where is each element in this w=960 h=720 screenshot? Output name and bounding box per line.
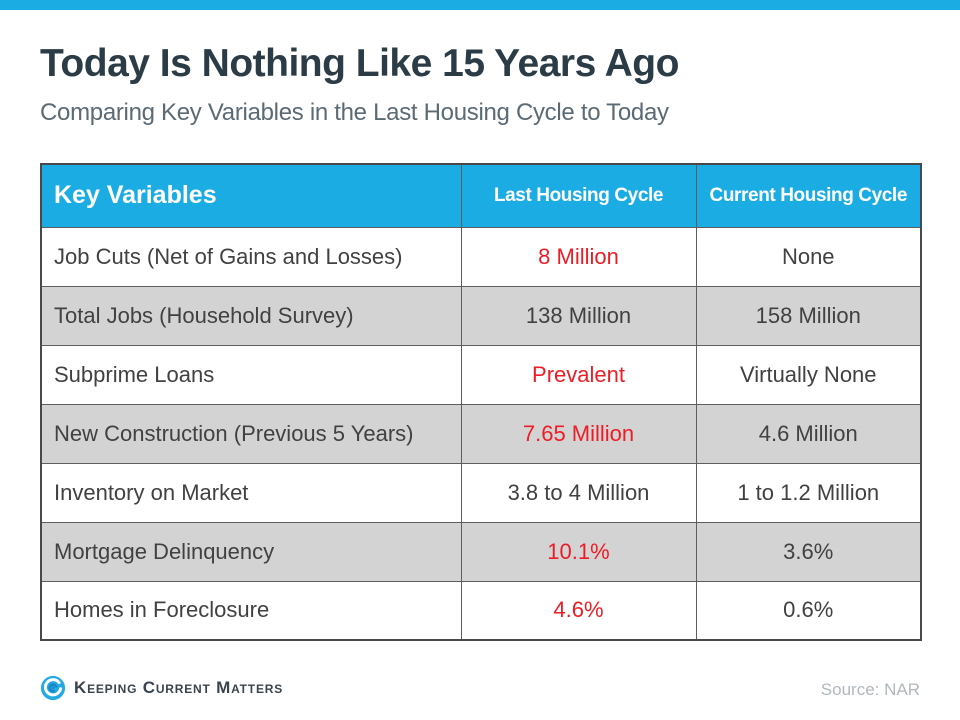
comparison-table: Key Variables Last Housing Cycle Current… [40, 163, 922, 641]
current-cycle-value-cell: None [695, 226, 922, 287]
table-header-row: Key Variables Last Housing Cycle Current… [40, 163, 922, 228]
last-cycle-value-cell: 7.65 Million [460, 403, 697, 464]
last-cycle-value-cell: Prevalent [460, 344, 697, 405]
table-row: Total Jobs (Household Survey) 138 Millio… [40, 285, 922, 346]
current-cycle-value-cell: 4.6 Million [695, 403, 922, 464]
table-row: New Construction (Previous 5 Years) 7.65… [40, 403, 922, 464]
slide-title: Today Is Nothing Like 15 Years Ago [40, 42, 679, 85]
table-row: Job Cuts (Net of Gains and Losses) 8 Mil… [40, 226, 922, 287]
row-label-cell: New Construction (Previous 5 Years) [40, 403, 462, 464]
last-cycle-value-cell: 8 Million [460, 226, 697, 287]
table-row: Subprime Loans Prevalent Virtually None [40, 344, 922, 405]
current-cycle-value-cell: Virtually None [695, 344, 922, 405]
header-last-housing-cycle: Last Housing Cycle [460, 163, 697, 228]
current-cycle-value-cell: 1 to 1.2 Million [695, 462, 922, 523]
row-label-cell: Homes in Foreclosure [40, 580, 462, 641]
table-body: Job Cuts (Net of Gains and Losses) 8 Mil… [40, 226, 922, 641]
header-key-variables: Key Variables [40, 163, 462, 228]
comparison-table-wrap: Key Variables Last Housing Cycle Current… [40, 163, 922, 641]
header-current-housing-cycle: Current Housing Cycle [695, 163, 922, 228]
slide-subtitle: Comparing Key Variables in the Last Hous… [40, 99, 669, 126]
current-cycle-value-cell: 158 Million [695, 285, 922, 346]
last-cycle-value-cell: 10.1% [460, 521, 697, 582]
table-row: Mortgage Delinquency 10.1% 3.6% [40, 521, 922, 582]
last-cycle-value-cell: 4.6% [460, 580, 697, 641]
brand-name: Keeping Current Matters [74, 678, 284, 697]
last-cycle-value-cell: 3.8 to 4 Million [460, 462, 697, 523]
row-label-cell: Total Jobs (Household Survey) [40, 285, 462, 346]
last-cycle-value-cell: 138 Million [460, 285, 697, 346]
row-label-cell: Mortgage Delinquency [40, 521, 462, 582]
row-label-cell: Inventory on Market [40, 462, 462, 523]
row-label-cell: Subprime Loans [40, 344, 462, 405]
table-row: Inventory on Market 3.8 to 4 Million 1 t… [40, 462, 922, 523]
kcm-swirl-icon [40, 675, 66, 701]
source-note: Source: NAR [820, 680, 920, 699]
kcm-logo: Keeping Current Matters [40, 675, 283, 701]
row-label-cell: Job Cuts (Net of Gains and Losses) [40, 226, 462, 287]
top-accent-bar [0, 0, 960, 10]
table-row: Homes in Foreclosure 4.6% 0.6% [40, 580, 922, 641]
current-cycle-value-cell: 0.6% [695, 580, 922, 641]
current-cycle-value-cell: 3.6% [695, 521, 922, 582]
